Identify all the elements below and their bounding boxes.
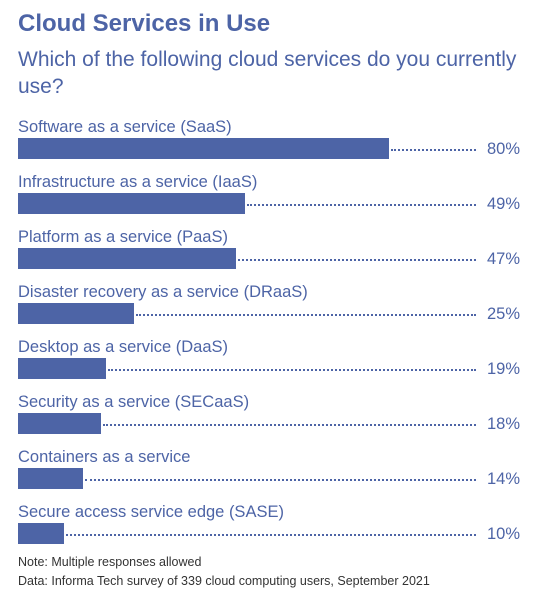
leader-line: [84, 479, 476, 481]
leader-line: [247, 204, 476, 206]
value-label: 18%: [486, 415, 520, 433]
leader-line: [391, 149, 476, 151]
leader-line: [135, 314, 476, 316]
bar: [18, 138, 389, 159]
bar: [18, 413, 102, 434]
category-label: Infrastructure as a service (IaaS): [18, 173, 258, 191]
category-label: Platform as a service (PaaS): [18, 228, 228, 246]
bar: [18, 193, 246, 214]
chart-title: Cloud Services in Use: [18, 10, 271, 37]
value-label: 25%: [486, 305, 520, 323]
note-multiple-responses: Note: Multiple responses allowed: [18, 555, 202, 569]
value-label: 19%: [486, 360, 520, 378]
value-label: 49%: [486, 195, 520, 213]
chart-subtitle: Which of the following cloud services do…: [18, 48, 517, 98]
bar: [18, 468, 83, 489]
value-label: 47%: [486, 250, 520, 268]
value-label: 14%: [486, 470, 520, 488]
bar: [18, 248, 236, 269]
category-label: Secure access service edge (SASE): [18, 503, 284, 521]
bar: [18, 523, 65, 544]
category-label: Disaster recovery as a service (DRaaS): [18, 283, 308, 301]
leader-line: [66, 534, 476, 536]
note-data-source: Data: Informa Tech survey of 339 cloud c…: [18, 574, 430, 588]
bar: [18, 358, 107, 379]
category-label: Software as a service (SaaS): [18, 118, 232, 136]
value-label: 10%: [486, 525, 520, 543]
category-label: Desktop as a service (DaaS): [18, 338, 228, 356]
category-label: Containers as a service: [18, 448, 191, 466]
leader-line: [108, 369, 476, 371]
bar: [18, 303, 134, 324]
value-label: 80%: [486, 140, 520, 158]
leader-line: [103, 424, 476, 426]
category-label: Security as a service (SECaaS): [18, 393, 250, 411]
leader-line: [237, 259, 476, 261]
